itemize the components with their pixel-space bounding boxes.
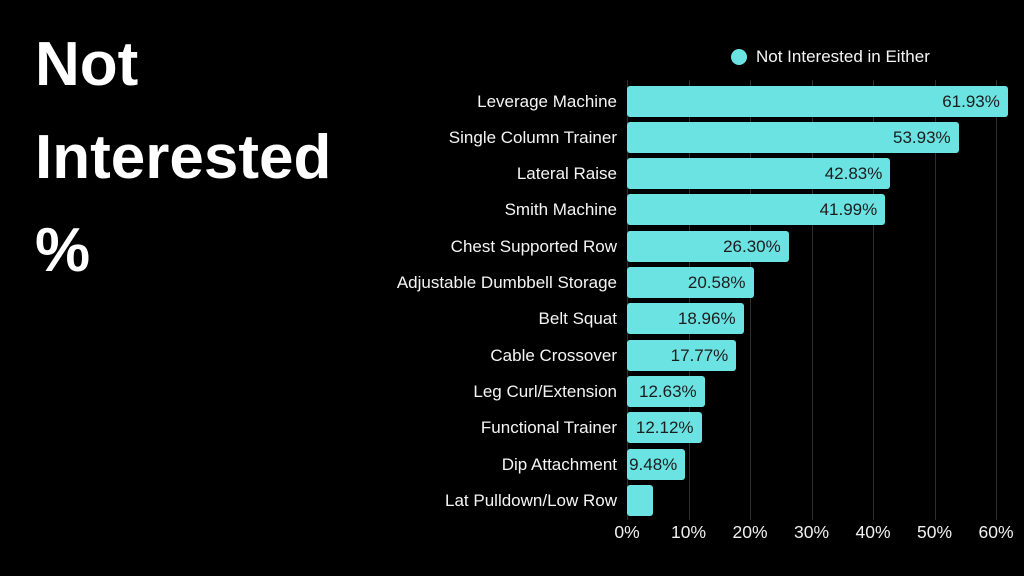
bar-value-label: 9.48% — [629, 454, 678, 474]
bar: 12.63% — [627, 375, 705, 407]
category-label: Leg Curl/Extension — [473, 381, 617, 401]
bar: 61.93% — [627, 85, 1008, 117]
x-tick-label: 20% — [732, 522, 768, 542]
bar: 41.99% — [627, 194, 886, 226]
category-label: Dip Attachment — [501, 454, 617, 474]
page-title-line-1: Not — [35, 30, 139, 99]
bar-track: 20.58% — [627, 267, 1024, 298]
category-label: Belt Squat — [538, 309, 617, 329]
gridline — [934, 80, 936, 520]
gridline — [750, 80, 751, 520]
bar: 20.58% — [627, 267, 754, 298]
bar: 53.93% — [627, 121, 959, 153]
category-label: Lat Pulldown/Low Row — [445, 490, 617, 510]
category-label: Cable Crossover — [490, 345, 617, 365]
bar-value-label: 20.58% — [687, 273, 746, 292]
x-tick-label: 0% — [614, 522, 640, 542]
bar: 12.12% — [627, 412, 702, 444]
bar-track: 26.30% — [627, 230, 1024, 262]
legend-marker-icon — [731, 49, 747, 65]
bar-track: 18.96% — [627, 303, 1024, 335]
category-label: Functional Trainer — [480, 418, 617, 438]
page-title-line-2: Interested — [35, 123, 332, 192]
bar-track: 41.99% — [627, 194, 1024, 226]
category-label: Smith Machine — [504, 200, 617, 220]
page-title-line-3: % — [35, 216, 91, 285]
bar-value-label: 12.12% — [635, 418, 694, 438]
bar-track: 61.93% — [627, 85, 1024, 117]
x-tick-label: 60% — [978, 522, 1014, 542]
gridline — [873, 80, 874, 520]
bar: 18.96% — [627, 303, 744, 335]
x-tick-label: 10% — [670, 522, 707, 542]
gridline — [996, 80, 997, 520]
bar: 26.30% — [627, 230, 789, 262]
bar-row: Belt Squat 18.96% — [0, 303, 1024, 335]
bar-track: 53.93% — [627, 121, 1024, 153]
bar-value-label: 17.77% — [670, 345, 729, 365]
bar-row: Single Column Trainer 53.93% — [0, 121, 1024, 153]
category-label: Single Column Trainer — [448, 127, 617, 147]
category-label: Lateral Raise — [516, 164, 617, 184]
gridline — [688, 80, 690, 520]
bar-track: 12.12% — [627, 412, 1024, 444]
bar-row: Functional Trainer 12.12% — [0, 412, 1024, 444]
legend: Not Interested in Either — [731, 47, 930, 67]
bar-row: Cable Crossover 17.77% — [0, 339, 1024, 371]
bar-value-label: 41.99% — [819, 200, 878, 220]
x-tick-label: 50% — [916, 522, 953, 542]
bar: 9.48% — [627, 448, 686, 480]
bar-track: 17.77% — [627, 339, 1024, 371]
bar: 17.77% — [627, 339, 737, 371]
bar-track — [627, 484, 1024, 516]
bar-row: Dip Attachment 9.48% — [0, 448, 1024, 480]
x-tick-label: 40% — [855, 522, 891, 542]
bar-row: Smith Machine 41.99% — [0, 194, 1024, 226]
page-title: Not Interested % — [35, 18, 331, 297]
bar-row: Leverage Machine 61.93% — [0, 85, 1024, 117]
bar-row: Chest Supported Row 26.30% — [0, 230, 1024, 262]
bar-row: Lat Pulldown/Low Row — [0, 484, 1024, 516]
bar-value-label: 53.93% — [892, 127, 951, 147]
category-label: Adjustable Dumbbell Storage — [396, 273, 617, 292]
bar-value-label: 12.63% — [639, 381, 697, 401]
bar-track: 42.83% — [627, 158, 1024, 190]
bar-row: Leg Curl/Extension 12.63% — [0, 375, 1024, 407]
bar-value-label: 18.96% — [677, 309, 736, 329]
category-label: Chest Supported Row — [450, 236, 617, 256]
gridline — [811, 80, 813, 520]
gridline — [627, 80, 628, 520]
bar-track: 12.63% — [627, 375, 1024, 407]
bar-row: Adjustable Dumbbell Storage 20.58% — [0, 267, 1024, 298]
bar-row: Lateral Raise 42.83% — [0, 158, 1024, 190]
bar — [627, 484, 653, 516]
legend-label: Not Interested in Either — [756, 47, 930, 66]
bar-track: 9.48% — [627, 448, 1024, 480]
bar-value-label: 26.30% — [723, 236, 781, 256]
bar-value-label: 61.93% — [942, 91, 1000, 111]
bar-value-label: 42.83% — [824, 164, 883, 184]
x-tick-label: 30% — [793, 522, 830, 542]
category-label: Leverage Machine — [477, 91, 617, 111]
bar: 42.83% — [627, 158, 891, 190]
